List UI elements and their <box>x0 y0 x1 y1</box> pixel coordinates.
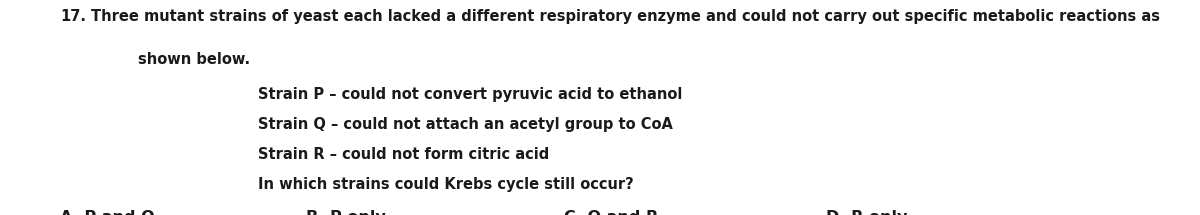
Text: B. P only: B. P only <box>306 210 385 215</box>
Text: In which strains could Krebs cycle still occur?: In which strains could Krebs cycle still… <box>258 177 634 192</box>
Text: Strain Q – could not attach an acetyl group to CoA: Strain Q – could not attach an acetyl gr… <box>258 117 673 132</box>
Text: C. Q and R: C. Q and R <box>564 210 659 215</box>
Text: Strain R – could not form citric acid: Strain R – could not form citric acid <box>258 147 550 162</box>
Text: 17.: 17. <box>60 9 86 24</box>
Text: D. R only: D. R only <box>826 210 907 215</box>
Text: Three mutant strains of yeast each lacked a different respiratory enzyme and cou: Three mutant strains of yeast each lacke… <box>91 9 1160 24</box>
Text: shown below.: shown below. <box>138 52 250 67</box>
Text: A. P and Q: A. P and Q <box>60 210 155 215</box>
Text: Strain P – could not convert pyruvic acid to ethanol: Strain P – could not convert pyruvic aci… <box>258 87 683 102</box>
